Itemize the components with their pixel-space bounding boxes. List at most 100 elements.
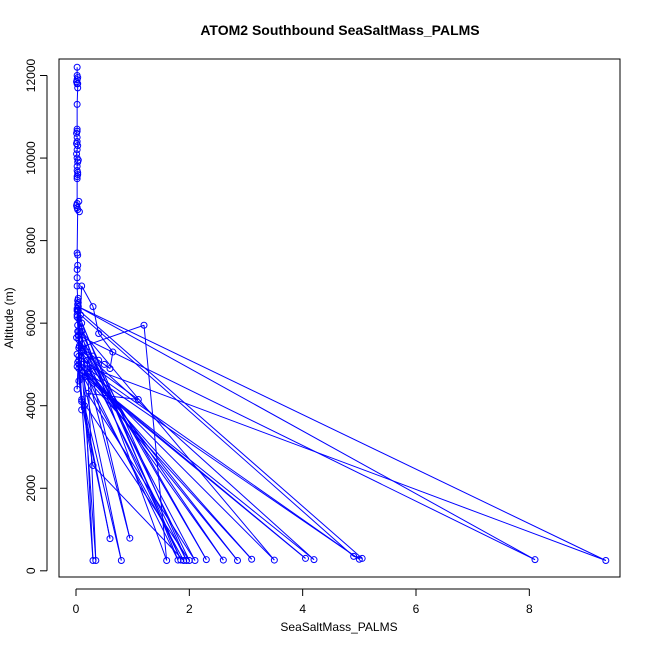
data-point	[78, 282, 86, 290]
data-point	[234, 556, 241, 564]
data-point	[109, 348, 117, 356]
data-point	[78, 327, 86, 335]
x-tick-label: 6	[413, 602, 420, 616]
series-line-segment	[81, 399, 190, 561]
series-line-segment	[76, 209, 79, 253]
x-tick-label: 2	[186, 602, 193, 616]
x-axis-label: SeaSaltMass_PALMS	[280, 620, 397, 634]
data-point	[310, 556, 318, 564]
series-line-segment	[76, 252, 79, 266]
series-line-segment	[81, 285, 94, 307]
data-point	[140, 321, 148, 329]
plot-points	[73, 63, 610, 564]
series-line-segment	[81, 331, 275, 561]
series-line-segment	[76, 310, 179, 561]
series-line-segment	[81, 372, 315, 561]
series-line-segment	[81, 363, 607, 561]
data-point	[73, 274, 81, 282]
data-point	[117, 556, 125, 564]
data-point	[73, 362, 81, 370]
series-line-segment	[78, 324, 145, 349]
data-point	[73, 140, 81, 148]
y-tick-label: 4000	[24, 392, 38, 419]
data-point	[134, 396, 142, 404]
data-point	[106, 535, 114, 543]
data-point	[89, 462, 97, 470]
data-point	[73, 125, 81, 133]
chart-title: ATOM2 Southbound SeaSaltMass_PALMS	[200, 22, 479, 38]
data-point	[602, 556, 610, 564]
data-point	[202, 556, 210, 564]
series-line-segment	[76, 157, 79, 163]
y-tick-label: 8000	[24, 227, 38, 254]
series-line-segment	[78, 306, 607, 561]
data-point	[78, 319, 86, 327]
data-point	[74, 294, 82, 302]
series-line-segment	[76, 265, 79, 278]
data-point	[74, 303, 82, 311]
data-point	[191, 556, 199, 564]
series-line-segment	[86, 368, 238, 561]
y-tick-label: 10000	[24, 141, 38, 175]
series-line-segment	[76, 149, 78, 155]
data-point	[73, 385, 81, 393]
data-point	[83, 356, 91, 364]
data-point	[74, 156, 82, 164]
data-point	[81, 402, 88, 410]
data-point	[73, 350, 81, 358]
data-point	[270, 556, 278, 564]
series-line-segment	[78, 360, 179, 561]
data-point	[74, 206, 82, 214]
data-point	[74, 80, 82, 88]
series-line-segment	[104, 364, 111, 369]
data-point	[95, 356, 103, 364]
data-point	[183, 556, 190, 564]
series-line-segment	[78, 364, 238, 561]
data-point	[358, 554, 366, 562]
series-line-segment	[92, 306, 100, 334]
y-axis-label: Altitude (m)	[2, 287, 16, 348]
data-point	[78, 369, 86, 377]
data-point	[89, 352, 97, 360]
data-point	[83, 389, 91, 397]
series-line-segment	[78, 347, 187, 561]
data-point	[74, 84, 82, 92]
data-point	[74, 358, 82, 366]
data-point	[74, 169, 82, 177]
data-point	[81, 340, 88, 348]
series-line-segment	[84, 405, 122, 561]
data-point	[74, 261, 82, 269]
data-point	[73, 100, 81, 108]
series-line-segment	[78, 360, 94, 561]
x-axis: 0 2 4 6 8	[73, 588, 533, 616]
data-point	[531, 556, 539, 564]
data-point	[355, 555, 363, 563]
data-point	[100, 360, 108, 368]
data-point	[73, 127, 81, 135]
series-line-segment	[76, 129, 78, 134]
y-tick-label: 0	[24, 567, 38, 574]
series-line-segment	[81, 323, 94, 561]
data-point	[73, 313, 81, 321]
data-point	[174, 556, 182, 564]
y-tick-label: 12000	[24, 59, 38, 93]
data-point	[83, 365, 91, 373]
data-point	[75, 377, 83, 385]
x-tick-label: 0	[73, 602, 80, 616]
series-line-segment	[81, 364, 360, 560]
data-point	[302, 554, 309, 562]
data-point	[219, 556, 227, 564]
series-line-segment	[81, 322, 187, 561]
data-point	[95, 329, 103, 337]
series-line-segment	[84, 343, 207, 560]
plot-frame	[58, 58, 621, 578]
series-line-segment	[78, 368, 185, 561]
series-line-segment	[92, 465, 185, 561]
data-point	[74, 321, 82, 329]
data-point	[89, 303, 97, 311]
data-point	[74, 251, 82, 259]
data-point	[73, 76, 81, 84]
data-point	[350, 552, 358, 560]
series-line-segment	[78, 335, 536, 561]
